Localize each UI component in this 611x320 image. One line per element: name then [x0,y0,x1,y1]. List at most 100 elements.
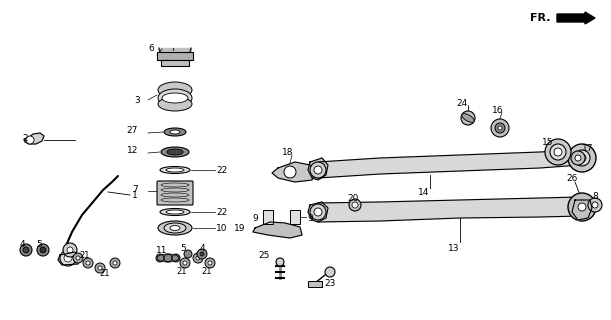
Circle shape [314,166,322,174]
Circle shape [172,254,180,262]
Ellipse shape [170,226,180,230]
Circle shape [554,148,562,156]
Circle shape [568,193,596,221]
Circle shape [314,208,322,216]
Text: 21: 21 [177,268,187,276]
Circle shape [574,150,590,166]
Circle shape [98,266,102,270]
Text: 3: 3 [134,95,140,105]
Text: 9: 9 [252,213,258,222]
Polygon shape [308,202,328,222]
Circle shape [183,261,187,265]
Text: 19: 19 [233,223,245,233]
Circle shape [284,166,296,178]
Text: 1: 1 [132,190,137,199]
Circle shape [575,200,589,214]
Circle shape [349,199,361,211]
Circle shape [64,254,72,262]
Text: 12: 12 [126,146,138,155]
Circle shape [164,254,172,262]
Ellipse shape [166,210,184,214]
Circle shape [156,254,164,262]
Circle shape [588,198,602,212]
Circle shape [352,202,358,208]
Circle shape [83,258,93,268]
Text: 2: 2 [22,133,27,142]
Text: 13: 13 [448,244,459,252]
Circle shape [86,261,90,265]
Text: 6: 6 [148,44,154,52]
Text: 20: 20 [347,194,359,203]
Text: 17: 17 [582,143,593,153]
Ellipse shape [167,149,183,155]
Polygon shape [253,222,302,238]
Text: 14: 14 [419,188,430,196]
Ellipse shape [160,166,190,173]
Circle shape [63,243,77,257]
Circle shape [578,154,586,162]
Circle shape [95,263,105,273]
Circle shape [205,258,215,268]
Circle shape [325,267,335,277]
Ellipse shape [158,89,192,107]
Ellipse shape [462,114,474,122]
Circle shape [67,247,73,253]
Bar [308,281,322,287]
Circle shape [571,151,585,165]
Text: 23: 23 [324,279,335,289]
Bar [290,210,300,224]
Circle shape [193,253,203,263]
Bar [263,210,273,224]
Ellipse shape [164,128,186,136]
FancyArrow shape [557,12,595,24]
Text: 5: 5 [36,239,42,249]
Ellipse shape [276,258,284,266]
Text: 7: 7 [132,185,138,194]
Text: FR.: FR. [530,13,551,23]
Circle shape [498,126,502,130]
Polygon shape [572,200,592,220]
Circle shape [197,249,207,259]
Circle shape [310,162,326,178]
Circle shape [37,244,49,256]
Text: 10: 10 [216,223,227,233]
Polygon shape [318,197,580,222]
Circle shape [310,204,326,220]
Circle shape [113,261,117,265]
Text: 18: 18 [282,148,294,156]
Text: 5: 5 [180,244,186,252]
Text: 15: 15 [542,138,554,147]
Circle shape [568,144,596,172]
Polygon shape [272,162,315,182]
FancyBboxPatch shape [157,181,193,205]
Text: 21: 21 [100,268,110,277]
Text: 21: 21 [80,251,90,260]
Ellipse shape [164,223,186,233]
Text: 26: 26 [566,173,577,182]
Text: 22: 22 [216,207,227,217]
Circle shape [76,256,80,260]
Circle shape [20,244,32,256]
Text: 11: 11 [156,245,168,254]
Circle shape [575,155,581,161]
Circle shape [60,250,76,266]
Circle shape [461,111,475,125]
Circle shape [196,256,200,260]
Polygon shape [308,158,328,180]
Circle shape [26,136,34,144]
Circle shape [550,144,566,160]
Ellipse shape [160,209,190,215]
Ellipse shape [158,97,192,111]
Text: 21: 21 [202,268,212,276]
Ellipse shape [162,93,188,103]
Ellipse shape [158,221,192,235]
Polygon shape [24,133,44,144]
Ellipse shape [158,82,192,98]
Text: 8: 8 [592,191,598,201]
Text: 27: 27 [126,125,138,134]
Circle shape [110,258,120,268]
Text: 9: 9 [307,213,313,222]
Circle shape [495,123,505,133]
Polygon shape [58,252,80,265]
Circle shape [592,202,598,208]
